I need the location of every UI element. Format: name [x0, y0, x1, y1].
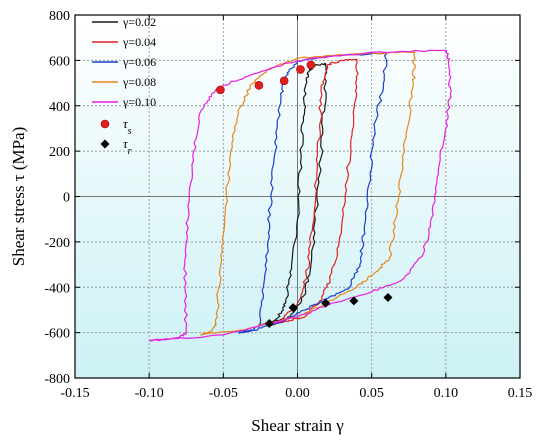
- y-tick-label: -600: [44, 327, 70, 342]
- tau-r-point-2: [288, 303, 298, 313]
- y-tick-label: -200: [44, 236, 70, 251]
- series-4-curve: [200, 51, 416, 336]
- x-tick-label: 0.05: [359, 386, 384, 401]
- tau-r-point-3: [321, 298, 331, 308]
- y-tick-label: 200: [49, 145, 70, 160]
- series-5-curve: [149, 49, 452, 342]
- legend-label-1: γ=0.02: [122, 15, 156, 29]
- series-1-curve: [266, 62, 328, 325]
- x-tick-label: -0.05: [209, 386, 238, 401]
- tau-r-point-4: [349, 296, 359, 306]
- tau-s-point-5: [306, 60, 316, 70]
- y-tick-label: 800: [49, 9, 70, 24]
- marker-layer: [216, 60, 393, 329]
- y-tick-label: -800: [44, 372, 70, 387]
- x-tick-label: -0.10: [135, 386, 164, 401]
- legend-label-3: γ=0.06: [122, 55, 156, 69]
- tick-layer: -0.15 -0.10 -0.05 0.00 0.05 0.10 0.15 -800 -600 -…: [44, 9, 532, 401]
- tau-s-point-4: [296, 65, 305, 74]
- tau-s-point-1: [216, 85, 225, 95]
- y-tick-label: 600: [49, 54, 70, 69]
- tau-r-point-5: [383, 292, 393, 302]
- y-tick-label: -400: [44, 281, 70, 296]
- series-2-curve: [267, 58, 359, 326]
- tau-r-point-1: [264, 319, 274, 329]
- tau-s-point-3: [279, 76, 289, 86]
- legend-label-4: γ=0.08: [122, 75, 156, 89]
- legend-marker-tau-r: [100, 139, 110, 149]
- x-axis-title: Shear strain γ: [251, 416, 344, 435]
- x-tick-label: 0.10: [434, 386, 459, 401]
- x-tick-label: 0.15: [508, 386, 533, 401]
- zero-lines: [75, 15, 520, 378]
- x-tick-label: -0.15: [60, 386, 89, 401]
- legend-label-tau-s: τs: [123, 116, 132, 137]
- y-tick-label: 400: [49, 100, 70, 115]
- x-tick-label: 0.00: [285, 386, 310, 401]
- legend-label-5: γ=0.10: [122, 95, 156, 109]
- legend-label-2: γ=0.04: [122, 35, 156, 49]
- legend-marker-tau-s: [100, 119, 110, 129]
- y-axis-title: Shear stress τ (MPa): [9, 127, 28, 267]
- y-tick-label: 0: [63, 191, 70, 206]
- legend-label-tau-r: τr: [123, 136, 132, 157]
- tau-s-point-2: [254, 81, 264, 90]
